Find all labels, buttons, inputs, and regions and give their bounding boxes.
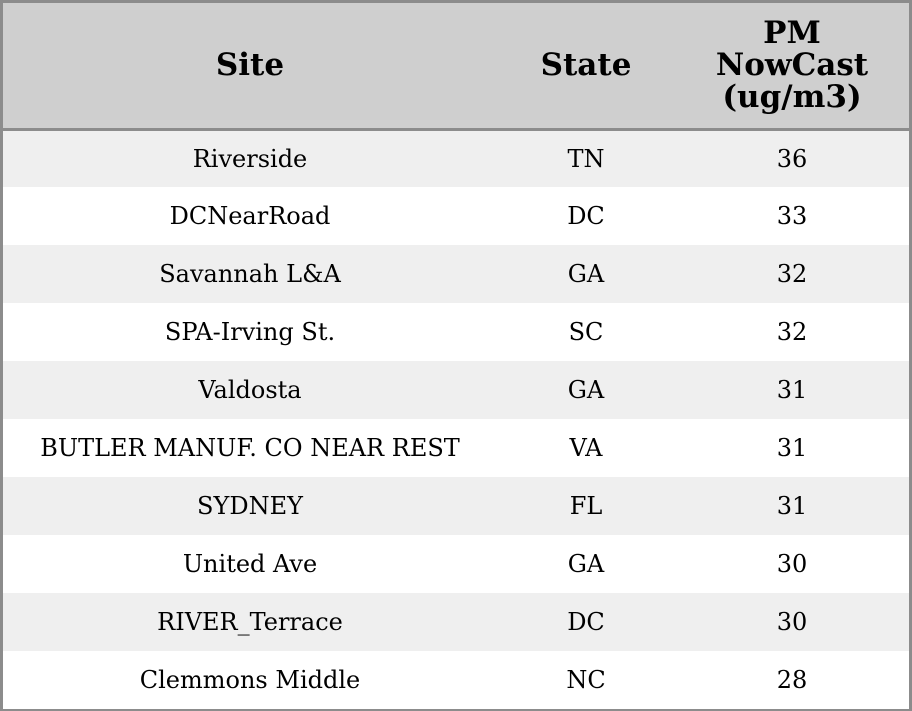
- cell-state: FL: [497, 477, 675, 535]
- cell-pm: 32: [675, 303, 909, 361]
- cell-state: GA: [497, 535, 675, 593]
- table-row: SPA-Irving St. SC 32: [3, 303, 909, 361]
- cell-site: Riverside: [3, 129, 497, 187]
- cell-state: NC: [497, 651, 675, 709]
- cell-state: DC: [497, 187, 675, 245]
- cell-site: BUTLER MANUF. CO NEAR REST: [3, 419, 497, 477]
- cell-site: Savannah L&A: [3, 245, 497, 303]
- cell-site: SYDNEY: [3, 477, 497, 535]
- cell-pm: 31: [675, 477, 909, 535]
- cell-state: SC: [497, 303, 675, 361]
- table-row: Savannah L&A GA 32: [3, 245, 909, 303]
- cell-state: GA: [497, 245, 675, 303]
- cell-site: Valdosta: [3, 361, 497, 419]
- data-table: Site State PM NowCast (ug/m3) Riverside …: [3, 3, 909, 709]
- cell-state: TN: [497, 129, 675, 187]
- table-row: Clemmons Middle NC 28: [3, 651, 909, 709]
- cell-pm: 28: [675, 651, 909, 709]
- cell-state: VA: [497, 419, 675, 477]
- header-pm-line1: PM: [763, 15, 821, 52]
- header-pm-line3: (ug/m3): [722, 79, 862, 116]
- header-pm-nowcast: PM NowCast (ug/m3): [675, 3, 909, 131]
- header-row: Site State PM NowCast (ug/m3): [3, 3, 909, 131]
- table-row: Valdosta GA 31: [3, 361, 909, 419]
- cell-pm: 32: [675, 245, 909, 303]
- table-row: United Ave GA 30: [3, 535, 909, 593]
- table-row: RIVER_Terrace DC 30: [3, 593, 909, 651]
- table-row: BUTLER MANUF. CO NEAR REST VA 31: [3, 419, 909, 477]
- cell-state: GA: [497, 361, 675, 419]
- table-body: Riverside TN 36 DCNearRoad DC 33 Savanna…: [3, 129, 909, 709]
- cell-site: RIVER_Terrace: [3, 593, 497, 651]
- table-row: DCNearRoad DC 33: [3, 187, 909, 245]
- table-row: SYDNEY FL 31: [3, 477, 909, 535]
- table-row: Riverside TN 36: [3, 129, 909, 187]
- cell-site: Clemmons Middle: [3, 651, 497, 709]
- cell-pm: 36: [675, 129, 909, 187]
- header-pm-line2: NowCast: [715, 47, 869, 84]
- table-header: Site State PM NowCast (ug/m3): [3, 3, 909, 131]
- cell-pm: 33: [675, 187, 909, 245]
- cell-state: DC: [497, 593, 675, 651]
- cell-pm: 31: [675, 419, 909, 477]
- cell-pm: 30: [675, 593, 909, 651]
- cell-site: SPA-Irving St.: [3, 303, 497, 361]
- cell-pm: 30: [675, 535, 909, 593]
- header-state: State: [497, 3, 675, 131]
- header-site: Site: [3, 3, 497, 131]
- cell-pm: 31: [675, 361, 909, 419]
- cell-site: United Ave: [3, 535, 497, 593]
- cell-site: DCNearRoad: [3, 187, 497, 245]
